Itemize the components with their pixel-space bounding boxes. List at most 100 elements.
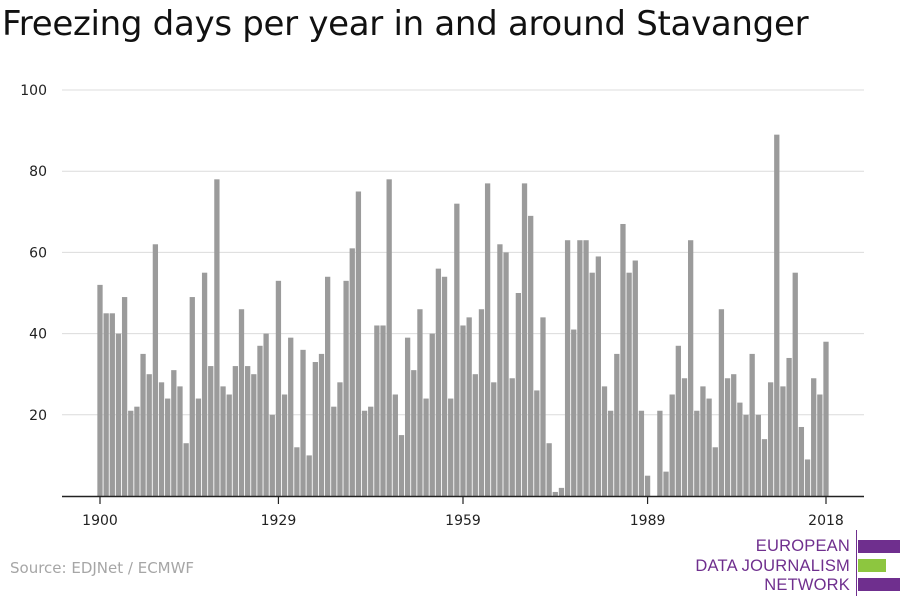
bar-2003 (731, 374, 737, 496)
bar-1974 (552, 491, 558, 496)
logo-divider (856, 530, 857, 596)
bar-1986 (626, 272, 632, 496)
bar-1909 (152, 244, 159, 496)
bar-1932 (294, 447, 300, 496)
logo-line-1: EUROPEAN (755, 537, 850, 555)
x-axis: 1900 1929 1959 1989 2018 (62, 495, 864, 529)
bar-1967 (509, 378, 515, 496)
bar-1977 (571, 329, 577, 496)
bar-2017 (817, 394, 823, 496)
x-tick-label: 1900 (82, 513, 118, 529)
bar-1934 (306, 455, 312, 496)
bar-2008 (761, 439, 768, 496)
bar-1952 (417, 309, 423, 496)
y-tick-label: 60 (29, 245, 47, 261)
bar-1970 (528, 215, 534, 497)
bar-1936 (318, 353, 325, 496)
bar-1984 (614, 353, 620, 496)
chart-title: Freezing days per year in and around Sta… (2, 4, 809, 44)
bar-2000 (712, 447, 718, 496)
bar-1930 (281, 394, 288, 496)
bar-1913 (177, 386, 183, 496)
bar-1995 (681, 378, 688, 496)
bar-1953 (423, 398, 429, 496)
bar-1988 (638, 410, 645, 496)
bar-2016 (811, 378, 817, 496)
y-tick-label: 40 (29, 327, 47, 343)
bar-1996 (688, 240, 694, 496)
x-tick-label: 2018 (808, 513, 844, 529)
bar-1982 (601, 386, 608, 496)
bar-1957 (448, 398, 454, 496)
bar-1976 (564, 240, 571, 496)
bar-1908 (146, 374, 152, 496)
bar-1935 (312, 362, 318, 496)
x-tick-label: 1929 (261, 513, 297, 529)
bar-1931 (288, 337, 294, 496)
bar-1987 (632, 260, 638, 496)
bar-1910 (158, 382, 165, 496)
bar-1922 (232, 366, 238, 496)
bar-1972 (540, 317, 546, 496)
bar-1947 (386, 179, 392, 496)
bar-1960 (466, 317, 472, 496)
bar-2005 (743, 414, 749, 496)
bar-2018 (823, 341, 829, 496)
bar-2011 (780, 386, 786, 496)
source-note: Source: EDJNet / ECMWF (10, 559, 195, 577)
bar-1962 (478, 309, 485, 496)
bar-1949 (398, 435, 405, 496)
bar-1968 (515, 293, 522, 496)
logo-line-3: NETWORK (764, 576, 850, 594)
bar-1916 (195, 398, 202, 496)
bar-2004 (737, 402, 743, 496)
bar-1901 (103, 313, 109, 496)
bar-2012 (786, 357, 792, 496)
logo-bar-middle (858, 559, 886, 572)
y-axis-ticks: 20 40 60 80 100 (20, 83, 47, 424)
bar-1911 (165, 398, 171, 496)
bar-1942 (355, 191, 362, 496)
bar-1945 (374, 325, 380, 496)
bar-1971 (534, 390, 540, 496)
bar-1993 (669, 394, 675, 496)
bar-1954 (429, 333, 435, 496)
bar-1928 (269, 414, 275, 496)
bar-1937 (325, 276, 331, 496)
bar-1975 (558, 487, 565, 496)
bar-1994 (675, 345, 681, 496)
bar-2015 (804, 459, 811, 496)
x-tick-label: 1989 (630, 513, 666, 529)
bar-1917 (201, 272, 208, 496)
y-tick-label: 20 (29, 408, 47, 424)
bar-1902 (109, 313, 115, 496)
bar-1979 (583, 240, 589, 496)
y-tick-label: 100 (20, 83, 47, 99)
bar-1965 (497, 244, 503, 496)
logo-text: EUROPEAN DATA JOURNALISM NETWORK (695, 537, 850, 596)
bar-2014 (798, 426, 805, 496)
bar-1983 (608, 410, 614, 496)
bar-1925 (251, 374, 257, 496)
bar-1966 (503, 252, 509, 496)
bar-1903 (115, 333, 122, 496)
bar-1919 (214, 179, 220, 496)
bar-1915 (189, 297, 195, 496)
bar-1955 (435, 268, 442, 496)
logo-line-2: DATA JOURNALISM (695, 556, 850, 575)
bar-1969 (521, 183, 528, 496)
bar-1944 (368, 406, 374, 496)
bar-1948 (392, 394, 398, 496)
bar-1997 (694, 410, 700, 496)
bar-1998 (700, 386, 706, 496)
bar-1929 (275, 280, 282, 496)
bar-1904 (121, 297, 128, 496)
bar-1906 (134, 406, 140, 496)
bar-1989 (644, 475, 651, 496)
bar-1940 (343, 280, 349, 496)
bar-1964 (491, 382, 497, 496)
x-tick-label: 1959 (445, 513, 481, 529)
bar-1900 (97, 284, 103, 496)
bar-1951 (411, 370, 417, 496)
bar-2007 (755, 414, 761, 496)
